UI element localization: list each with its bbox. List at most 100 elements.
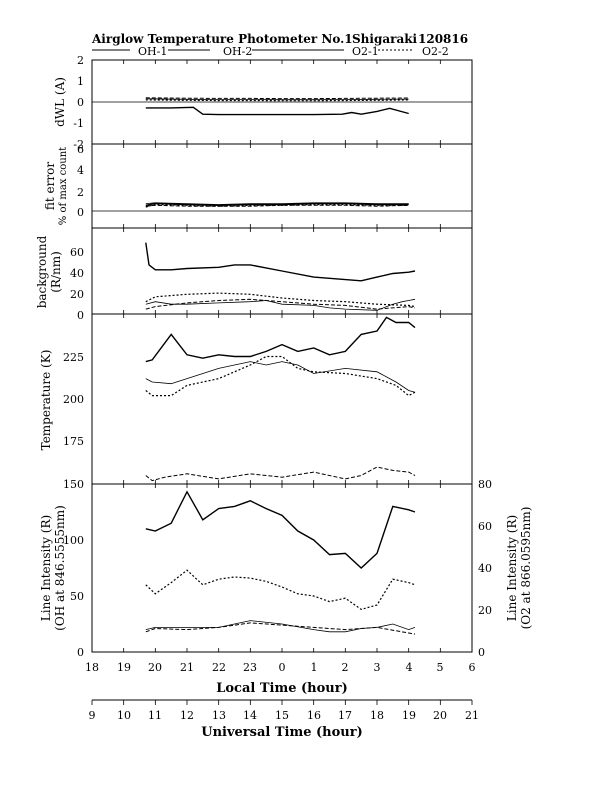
bg-tick-labels: 60 40 20 0 (70, 246, 84, 322)
chart-title: Airglow Temperature Photometer No.1 (91, 32, 353, 46)
li-series-o2-2 (145, 622, 416, 635)
li-right-tick-labels: 80 60 40 20 0 (478, 478, 492, 659)
li-right-tick-0: 0 (478, 646, 485, 659)
fit-tick-6: 6 (77, 143, 84, 156)
li-right-tick-40: 40 (478, 562, 492, 575)
universal-time-label: Universal Time (hour) (201, 725, 363, 740)
lt-tick: 2 (342, 661, 349, 674)
panel-frame-temp (91, 313, 473, 485)
dwl-series-o2-1 (145, 98, 409, 101)
ut-tick: 20 (433, 709, 447, 722)
temp-series-oh-2 (145, 355, 416, 397)
li-right-ylabel-unit: (O2 at 866.0595nm) (519, 507, 533, 630)
series-layer (145, 97, 416, 635)
temp-tick-labels: 225 200 175 (63, 351, 84, 448)
lt-tick: 6 (469, 661, 476, 674)
lt-tick: 23 (243, 661, 257, 674)
temp-series-oh-1 (145, 316, 416, 363)
lt-tick: 21 (180, 661, 194, 674)
lt-tick: 20 (148, 661, 162, 674)
temp-series-o2-2 (145, 466, 416, 482)
ut-tick: 11 (148, 709, 162, 722)
panel-frame-fit (91, 143, 473, 229)
ut-tick: 9 (89, 709, 96, 722)
li-tick-labels: 150 100 50 0 (63, 478, 84, 659)
dwl-series-oh-1 (145, 106, 409, 116)
lt-tick: 3 (374, 661, 381, 674)
local-time-tick-labels: 18 19 20 21 22 23 0 1 2 3 4 5 6 (85, 661, 476, 674)
fit-tick-0: 0 (77, 206, 84, 219)
dwl-tick-m1: -1 (73, 117, 84, 130)
temp-tick-225: 225 (63, 351, 84, 364)
ut-tick: 12 (180, 709, 194, 722)
li-right-tick-80: 80 (478, 478, 492, 491)
bg-ylabel: background (35, 235, 49, 308)
dwl-tick-2: 2 (77, 54, 84, 67)
fit-series-o2-1 (145, 202, 409, 205)
bg-tick-20: 20 (70, 288, 84, 301)
universal-time-tick-labels: 9 10 11 12 13 14 15 16 17 18 19 20 21 (89, 709, 480, 722)
bg-series-oh-1 (145, 242, 416, 282)
dwl-tick-1: 1 (77, 75, 84, 88)
ut-tick: 21 (465, 709, 479, 722)
frame-tick-marks (91, 60, 473, 652)
ut-tick: 17 (338, 709, 352, 722)
ut-tick: 14 (243, 709, 257, 722)
bg-tick-0: 0 (77, 309, 84, 322)
li-ylabel-unit: (OH at 846.5555nm) (53, 505, 67, 631)
fit-tick-labels: 6 4 2 0 (77, 143, 84, 219)
legend-label-oh1: OH-1 (138, 45, 167, 58)
lt-tick: 22 (212, 661, 226, 674)
lt-tick: 1 (311, 661, 318, 674)
dwl-ylabel: dWL (A) (53, 77, 67, 127)
lt-tick: 5 (437, 661, 444, 674)
legend-label-oh2: OH-2 (223, 45, 252, 58)
bg-series-oh-2 (145, 292, 416, 308)
fit-series-o2-2 (145, 204, 409, 207)
date-label: 120816 (418, 32, 468, 46)
bg-ylabel-unit: (R/nm) (49, 251, 63, 293)
fit-ylabel-unit: % of max count (58, 147, 69, 225)
ut-tick: 16 (307, 709, 321, 722)
bg-tick-40: 40 (70, 267, 84, 280)
li-ylabel: Line Intensity (R) (39, 515, 53, 621)
legend-label-o22: O2-2 (422, 45, 449, 58)
fit-series-oh-1 (145, 202, 409, 207)
ut-tick: 13 (212, 709, 226, 722)
li-tick-0: 0 (77, 646, 84, 659)
panel-frame-li (91, 483, 473, 653)
legend: OH-1 OH-2 O2-1 O2-2 (92, 45, 449, 58)
fit-tick-2: 2 (77, 186, 84, 199)
ut-tick: 10 (117, 709, 131, 722)
bg-tick-60: 60 (70, 246, 84, 259)
dwl-series-oh-2 (145, 99, 409, 102)
lt-tick: 18 (85, 661, 99, 674)
li-right-ylabel: Line Intensity (R) (505, 515, 519, 621)
dwl-tick-0: 0 (77, 96, 84, 109)
li-right-tick-60: 60 (478, 520, 492, 533)
li-right-tick-20: 20 (478, 604, 492, 617)
fit-tick-4: 4 (77, 164, 84, 177)
bg-series-o2-2 (145, 298, 416, 310)
ut-tick: 15 (275, 709, 289, 722)
dwl-series-o2-2 (145, 97, 409, 100)
li-tick-150: 150 (63, 478, 84, 491)
li-series-oh-2 (145, 569, 416, 611)
dwl-tick-labels: 2 1 0 -1 -2 (73, 54, 84, 151)
legend-label-o21: O2-1 (352, 45, 379, 58)
temp-tick-200: 200 (63, 393, 84, 406)
dwl-tick-m2: -2 (73, 138, 84, 151)
ut-tick-marks (91, 700, 473, 705)
ut-tick: 18 (370, 709, 384, 722)
site-label: Shigaraki (352, 32, 418, 46)
temp-ylabel: Temperature (K) (39, 350, 53, 451)
lt-tick: 0 (279, 661, 286, 674)
li-tick-100: 100 (63, 534, 84, 547)
temp-tick-175: 175 (63, 435, 84, 448)
li-series-o2-1 (145, 620, 416, 633)
li-tick-50: 50 (70, 590, 84, 603)
fit-ylabel: fit error (43, 162, 57, 210)
ut-tick: 19 (402, 709, 416, 722)
local-time-label: Local Time (hour) (216, 681, 348, 696)
